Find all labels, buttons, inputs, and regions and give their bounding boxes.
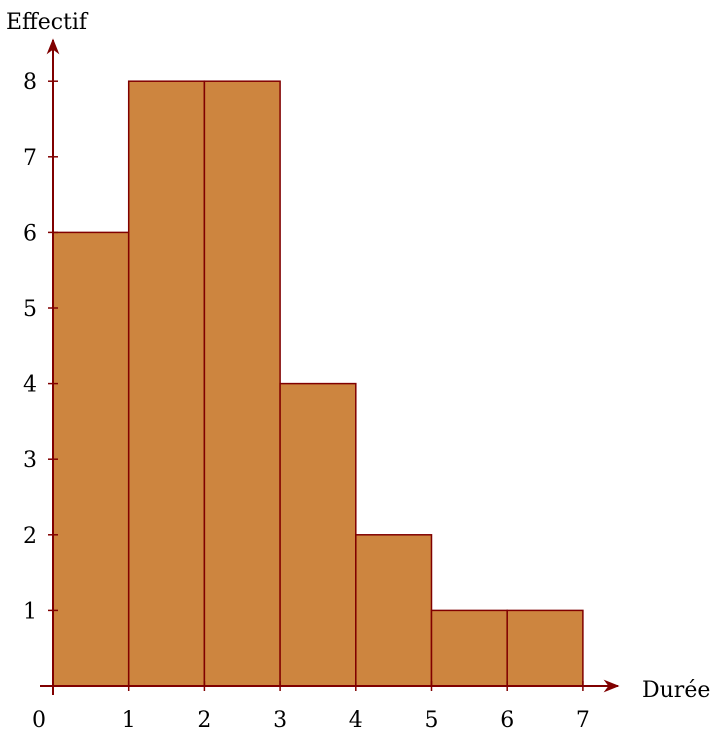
axes-group — [40, 38, 620, 695]
y-tick-label-5: 5 — [23, 297, 37, 322]
x-tick-label-3: 3 — [273, 708, 287, 733]
x-tick-label-4: 4 — [349, 708, 363, 733]
y-tick-label-2: 2 — [23, 524, 37, 549]
x-ticks-group: 0 1 2 3 4 5 6 7 — [32, 681, 590, 733]
x-tick-label-0: 0 — [32, 708, 46, 733]
bar-0-1 — [52, 231, 130, 687]
y-tick-label-1: 1 — [23, 599, 37, 624]
bar-4-5 — [355, 534, 433, 687]
bar-2-3 — [203, 80, 281, 687]
y-axis-title: Effectif — [6, 10, 89, 35]
x-tick-label-7: 7 — [576, 708, 590, 733]
y-tick-label-8: 8 — [23, 70, 37, 95]
bar-1-2 — [127, 80, 206, 687]
bar-3-4 — [279, 382, 357, 687]
y-tick-label-4: 4 — [23, 373, 37, 398]
bar-5-6 — [430, 609, 508, 687]
x-tick-label-2: 2 — [197, 708, 211, 733]
y-tick-label-6: 6 — [23, 221, 37, 246]
bar-6-7 — [506, 609, 584, 687]
x-tick-label-5: 5 — [425, 708, 439, 733]
y-tick-label-3: 3 — [23, 448, 37, 473]
x-tick-label-6: 6 — [500, 708, 514, 733]
y-ticks-group: 1 2 3 4 5 6 7 8 — [23, 70, 58, 624]
x-tick-label-1: 1 — [122, 708, 136, 733]
bars-group — [52, 80, 584, 687]
x-axis-title: Durée — [642, 678, 710, 703]
y-tick-label-7: 7 — [23, 146, 37, 171]
